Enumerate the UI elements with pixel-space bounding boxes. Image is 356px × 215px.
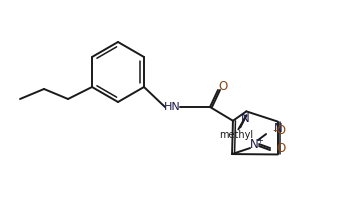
Text: -O: -O bbox=[272, 124, 286, 137]
Text: O: O bbox=[277, 141, 286, 155]
Text: O: O bbox=[218, 80, 227, 92]
Text: N: N bbox=[250, 138, 258, 150]
Text: +: + bbox=[257, 136, 263, 144]
Text: N: N bbox=[274, 122, 283, 135]
Text: HN: HN bbox=[164, 102, 180, 112]
Text: methyl: methyl bbox=[219, 130, 253, 140]
Text: N: N bbox=[241, 112, 250, 125]
